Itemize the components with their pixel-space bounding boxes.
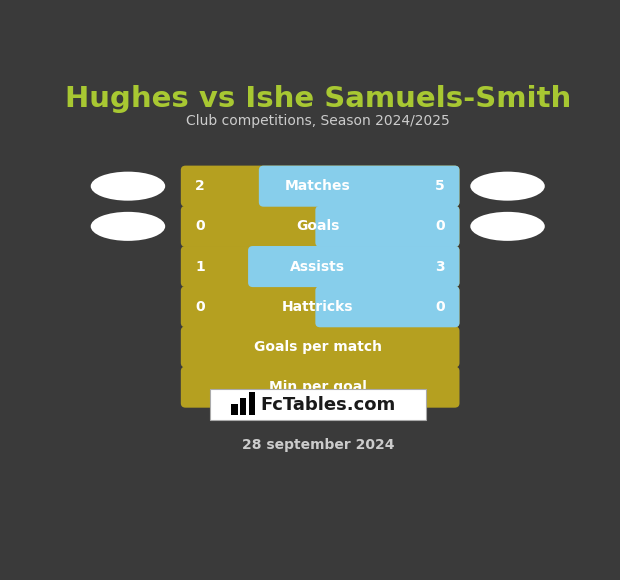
Text: 3: 3 (435, 260, 445, 274)
Text: 0: 0 (195, 300, 205, 314)
Ellipse shape (471, 172, 545, 201)
Text: Goals: Goals (296, 219, 339, 233)
Text: FcTables.com: FcTables.com (260, 396, 396, 414)
Ellipse shape (91, 172, 165, 201)
FancyBboxPatch shape (248, 246, 459, 287)
Text: 0: 0 (435, 300, 445, 314)
FancyBboxPatch shape (249, 392, 255, 415)
Text: Club competitions, Season 2024/2025: Club competitions, Season 2024/2025 (186, 114, 450, 128)
FancyBboxPatch shape (181, 246, 459, 287)
FancyBboxPatch shape (181, 367, 459, 408)
Text: Min per goal: Min per goal (269, 380, 366, 394)
Text: Hughes vs Ishe Samuels-Smith: Hughes vs Ishe Samuels-Smith (64, 85, 571, 113)
FancyBboxPatch shape (210, 389, 426, 420)
Text: 2: 2 (195, 179, 205, 193)
Text: Matches: Matches (285, 179, 351, 193)
Text: 28 september 2024: 28 september 2024 (242, 438, 394, 452)
FancyBboxPatch shape (259, 166, 459, 206)
FancyBboxPatch shape (181, 206, 459, 247)
Text: Hattricks: Hattricks (282, 300, 353, 314)
Text: Assists: Assists (290, 260, 345, 274)
Text: Goals per match: Goals per match (254, 340, 382, 354)
FancyBboxPatch shape (181, 286, 459, 327)
Text: 1: 1 (195, 260, 205, 274)
FancyBboxPatch shape (316, 206, 459, 247)
FancyBboxPatch shape (316, 286, 459, 327)
FancyBboxPatch shape (240, 398, 246, 415)
FancyBboxPatch shape (181, 327, 459, 368)
Text: 5: 5 (435, 179, 445, 193)
FancyBboxPatch shape (231, 404, 237, 415)
Text: 0: 0 (195, 219, 205, 233)
Ellipse shape (91, 212, 165, 241)
Ellipse shape (471, 212, 545, 241)
Text: 0: 0 (435, 219, 445, 233)
FancyBboxPatch shape (181, 166, 459, 206)
